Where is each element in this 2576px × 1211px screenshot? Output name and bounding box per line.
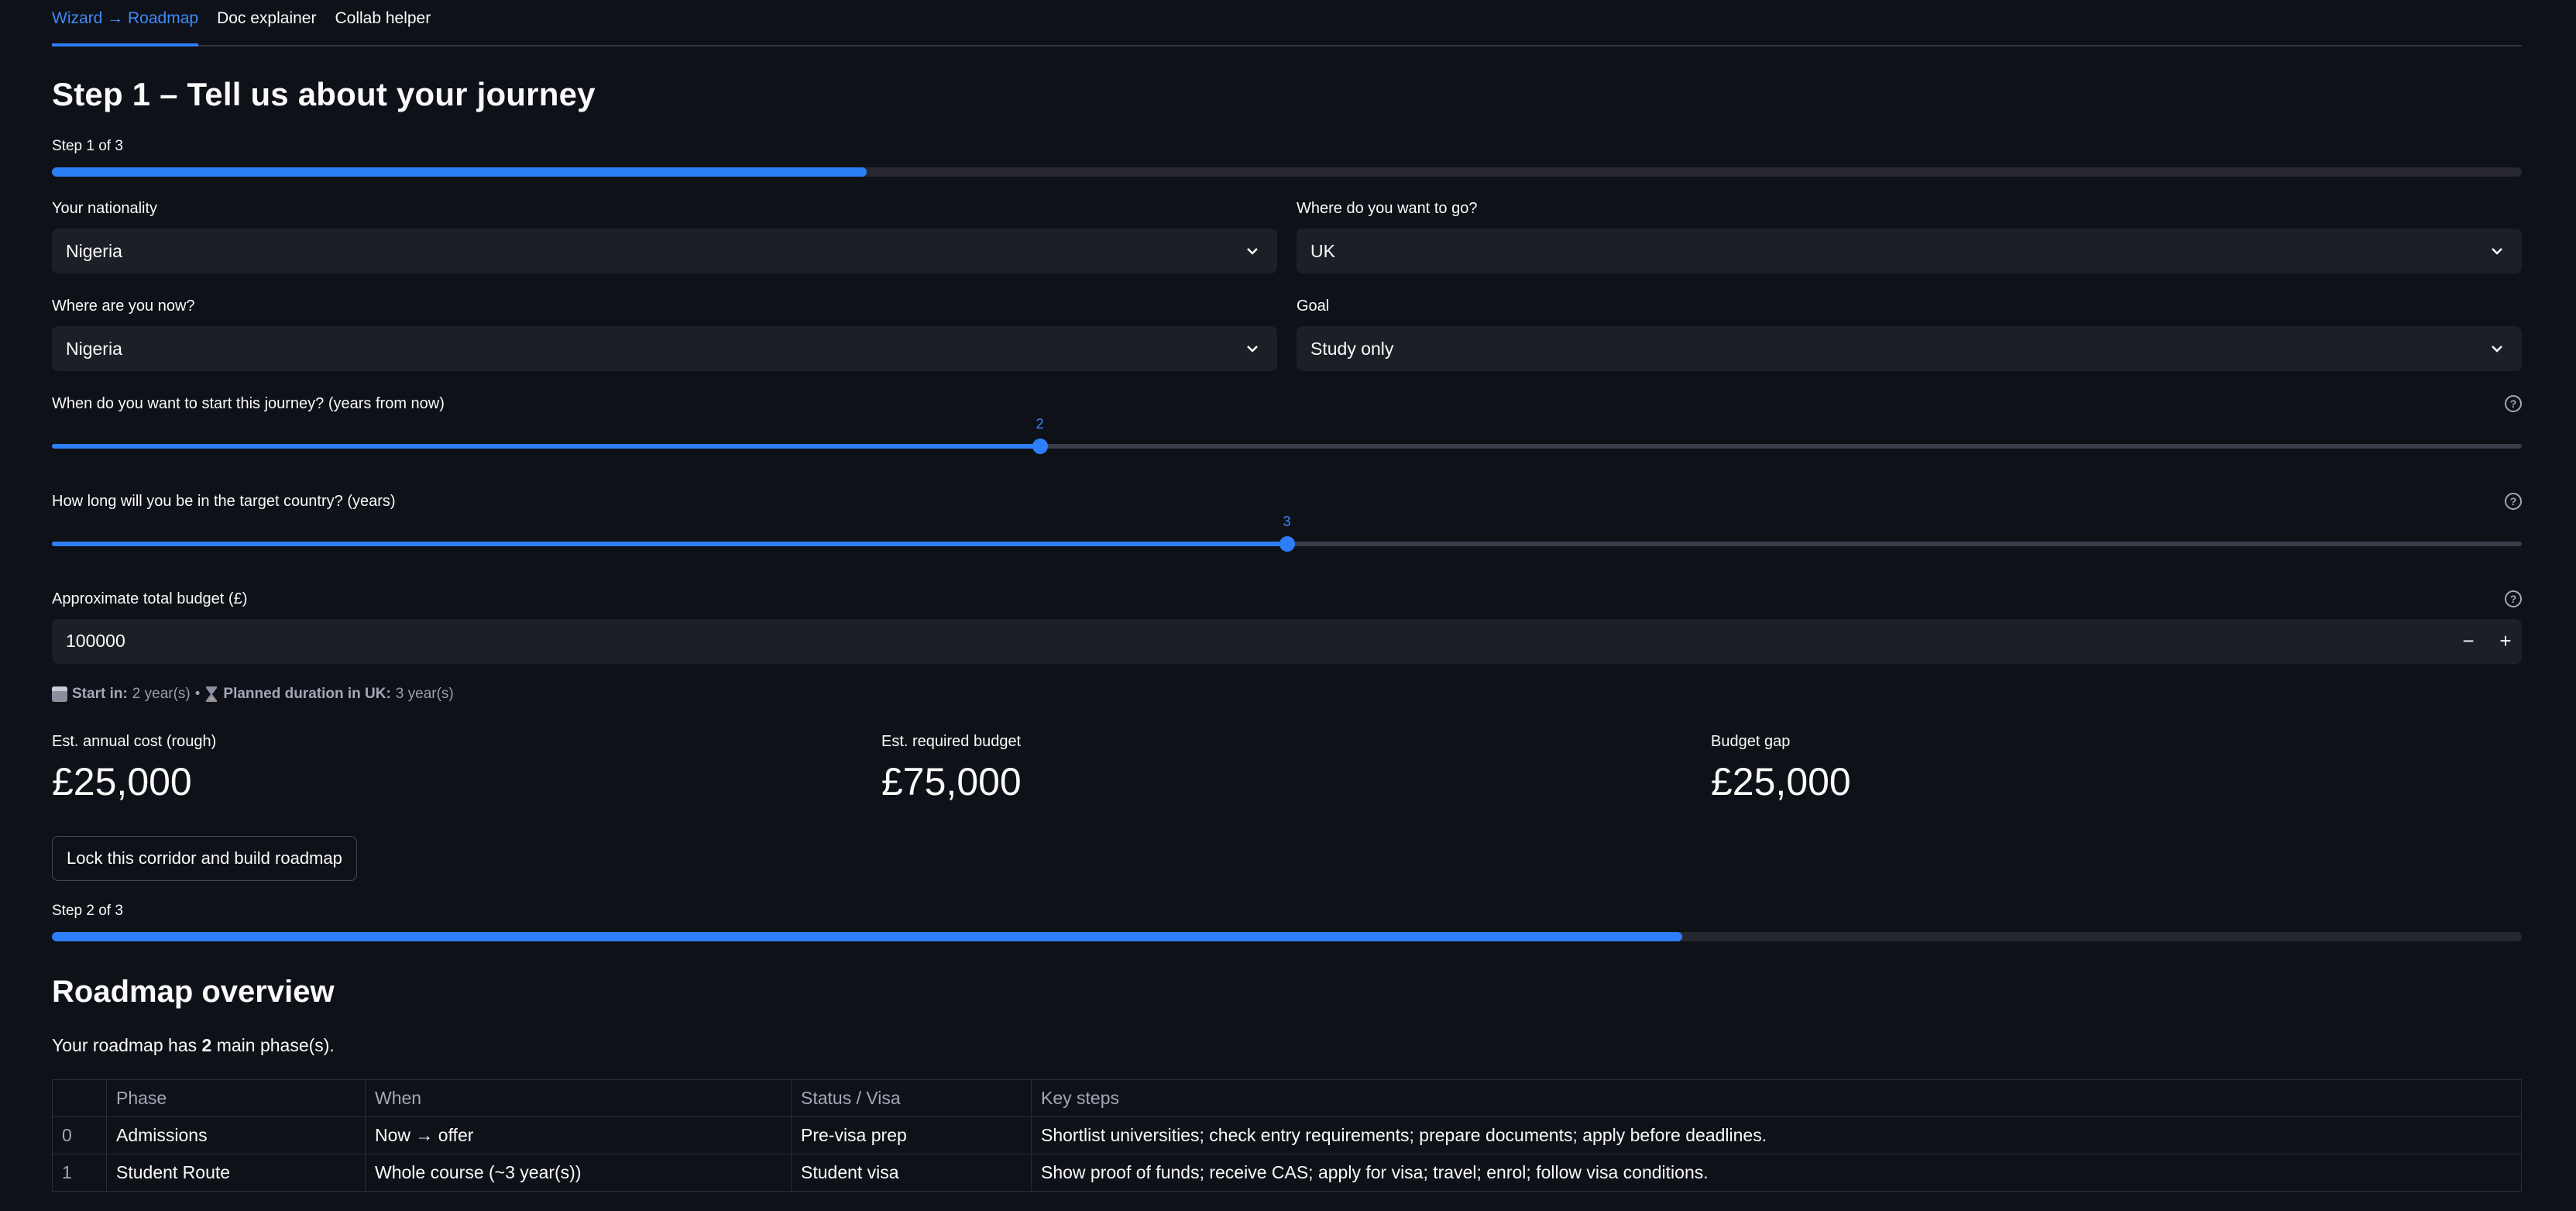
table-cell[interactable]: Student Route (106, 1154, 366, 1192)
table-cell[interactable]: Whole course (~3 year(s)) (365, 1154, 792, 1192)
current-location-label: Where are you now? (52, 298, 195, 315)
chevron-down-icon (1247, 248, 1258, 255)
step1-progress-fill (52, 167, 867, 177)
metric-label-budget-gap: Budget gap (1711, 733, 1791, 750)
step1-title: Step 1 – Tell us about your journey (52, 76, 596, 112)
current-location-select[interactable]: Nigeria (52, 326, 1277, 371)
duration-slider-fill (52, 542, 1287, 546)
nationality-select[interactable]: Nigeria (52, 229, 1277, 274)
roadmap-title: Roadmap overview (52, 975, 335, 1009)
destination-label: Where do you want to go? (1297, 200, 1478, 217)
help-icon[interactable]: ? (2505, 590, 2522, 607)
table-cell[interactable]: Show proof of funds; receive CAS; apply … (1031, 1154, 2522, 1192)
start-slider-fill (52, 444, 1040, 449)
help-icon[interactable]: ? (2505, 493, 2522, 510)
budget-input[interactable]: 100000 − + (52, 619, 2522, 664)
hourglass-icon (206, 686, 218, 702)
step2-progress-text: Step 2 of 3 (52, 903, 123, 919)
tab-collab-helper[interactable]: Collab helper (335, 9, 431, 27)
roadmap-summary-prefix: Your roadmap has (52, 1035, 202, 1055)
roadmap-summary: Your roadmap has 2 main phase(s). (52, 1035, 335, 1056)
roadmap-table[interactable]: Phase When Status / Visa Key steps 0 Adm… (52, 1079, 2522, 1192)
table-cell[interactable]: Now → offer (365, 1116, 792, 1154)
start-slider-value: 2 (1036, 416, 1044, 432)
tab-wizard-roadmap[interactable]: Wizard → Roadmap (52, 0, 199, 46)
goal-label: Goal (1297, 298, 1330, 315)
table-row: 1 Student Route Whole course (~3 year(s)… (52, 1154, 2522, 1192)
duration-slider-thumb[interactable] (1279, 536, 1295, 552)
table-cell[interactable]: Shortlist universities; check entry requ… (1031, 1116, 2522, 1154)
table-cell[interactable]: 0 (52, 1116, 107, 1154)
tab-bar: Wizard → Roadmap Doc explainer Collab he… (52, 0, 2522, 46)
column-header-status-visa[interactable]: Status / Visa (791, 1079, 1032, 1117)
duration-value: 3 year(s) (395, 686, 454, 702)
calendar-icon (52, 686, 67, 702)
table-header-row: Phase When Status / Visa Key steps (52, 1079, 2522, 1117)
table-cell[interactable]: Pre-visa prep (791, 1116, 1032, 1154)
start-slider-thumb[interactable] (1032, 439, 1048, 454)
destination-value: UK (1310, 240, 1335, 261)
metric-value-required-budget: £75,000 (881, 760, 1022, 803)
step1-progress-text: Step 1 of 3 (52, 138, 123, 154)
step1-progress-bar (52, 167, 2522, 177)
decrement-button[interactable]: − (2462, 629, 2475, 652)
current-location-value: Nigeria (66, 338, 122, 359)
step2-progress-fill (52, 932, 1682, 941)
budget-value: 100000 (66, 631, 125, 651)
table-row: 0 Admissions Now → offer Pre-visa prep S… (52, 1116, 2522, 1154)
step2-progress-bar (52, 932, 2522, 941)
nationality-label: Your nationality (52, 200, 158, 217)
budget-label: Approximate total budget (£) (52, 590, 248, 607)
destination-select[interactable]: UK (1297, 229, 2522, 274)
duration-label: Planned duration in UK: (223, 686, 391, 702)
tab-doc-explainer[interactable]: Doc explainer (217, 9, 317, 27)
column-header-phase[interactable]: Phase (106, 1079, 366, 1117)
chevron-down-icon (2492, 346, 2502, 353)
phase-count: 2 (201, 1035, 212, 1055)
start-label: Start in: (72, 686, 128, 702)
goal-select[interactable]: Study only (1297, 326, 2522, 371)
help-icon[interactable]: ? (2505, 395, 2522, 412)
metric-label-annual-cost: Est. annual cost (rough) (52, 733, 217, 750)
metric-value-annual-cost: £25,000 (52, 760, 192, 803)
chevron-down-icon (2492, 248, 2502, 255)
separator: • (194, 686, 201, 702)
column-header-key-steps[interactable]: Key steps (1031, 1079, 2522, 1117)
metric-value-budget-gap: £25,000 (1711, 760, 1851, 803)
duration-slider[interactable]: 3 (52, 514, 2522, 552)
goal-value: Study only (1310, 338, 1394, 359)
table-cell[interactable]: 1 (52, 1154, 107, 1192)
column-header-index[interactable] (52, 1079, 107, 1117)
start-slider-label: When do you want to start this journey? … (52, 395, 445, 412)
column-header-when[interactable]: When (365, 1079, 792, 1117)
table-cell[interactable]: Student visa (791, 1154, 1032, 1192)
increment-button[interactable]: + (2499, 629, 2512, 652)
duration-slider-value: 3 (1283, 514, 1291, 529)
chevron-down-icon (1247, 346, 1258, 353)
duration-slider-label: How long will you be in the target count… (52, 493, 396, 510)
nationality-value: Nigeria (66, 240, 122, 261)
start-slider[interactable]: 2 (52, 416, 2522, 454)
metric-label-required-budget: Est. required budget (881, 733, 1022, 750)
lock-corridor-button[interactable]: Lock this corridor and build roadmap (52, 836, 357, 881)
roadmap-summary-suffix: main phase(s). (211, 1035, 335, 1055)
start-value: 2 year(s) (132, 686, 191, 702)
journey-summary: Start in: 2 year(s) • Planned duration i… (52, 686, 454, 703)
table-cell[interactable]: Admissions (106, 1116, 366, 1154)
